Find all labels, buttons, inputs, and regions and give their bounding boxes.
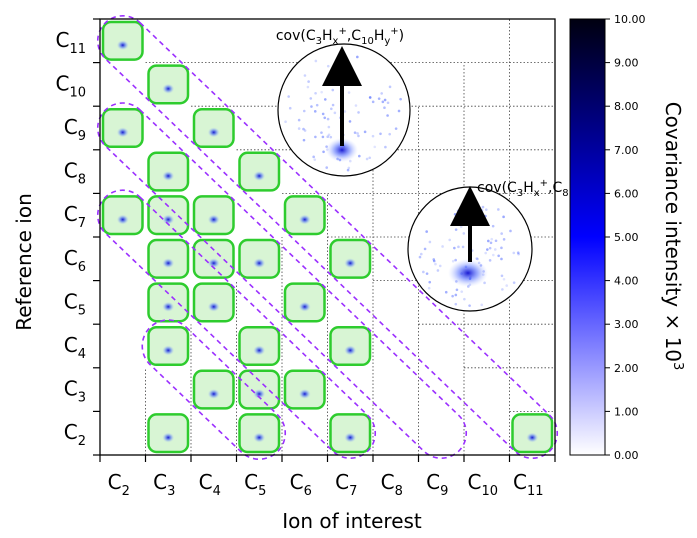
colorbar-ticks: 0.00 1.00 2.00 3.00 4.00 5.00 6.00 7.00 8.00 9.00… [605, 13, 646, 462]
highlight-cell [238, 369, 281, 410]
highlight-cell [147, 151, 190, 192]
highlight-cell [283, 195, 326, 236]
highlight-cell [238, 151, 281, 192]
highlight-cell [192, 282, 235, 323]
diagonal-group-sum11 [96, 102, 468, 460]
x-tick-label: C2 [108, 470, 130, 499]
colorbar-tick-label: 3.00 [614, 318, 639, 331]
highlight-cell [238, 238, 281, 279]
diagonal-group-sum13 [96, 15, 559, 459]
highlight-cell [192, 195, 235, 236]
highlight-cell [329, 238, 372, 279]
highlight-cell [101, 20, 144, 61]
highlight-cell [511, 413, 554, 454]
highlight-cell [329, 413, 372, 454]
y-tick-label: C11 [55, 28, 86, 57]
x-tick-labels: C2 C3 C4 C5 C6 C7 C8 C9 C10 C11 [108, 470, 544, 499]
highlight-cell [238, 325, 281, 367]
highlight-cell [192, 107, 235, 149]
y-tick-label: C9 [64, 115, 86, 144]
highlight-cell [283, 282, 326, 323]
highlight-cell [101, 107, 144, 149]
axis-ticks [93, 18, 556, 462]
inset-c3-c8: cov(C3Hx+,C8Hy+) [407, 178, 599, 312]
x-tick-label: C8 [381, 470, 403, 499]
highlight-cell [147, 195, 190, 236]
highlight-cell [192, 238, 235, 279]
highlight-cell [283, 369, 326, 410]
colorbar-tick-label: 10.00 [614, 13, 646, 26]
colorbar-tick-label: 0.00 [614, 449, 639, 462]
inset-label: cov(C3Hx+,C10Hy+) [276, 26, 404, 47]
highlight-cell [147, 413, 190, 454]
colorbar [569, 18, 606, 456]
colorbar-tick-label: 8.00 [614, 100, 639, 113]
highlight-cell [147, 64, 190, 105]
highlight-cell [147, 282, 190, 323]
highlight-cell [147, 325, 190, 367]
diagonal-groupings [96, 15, 559, 461]
highlight-cell [238, 413, 281, 454]
x-axis-title: Ion of interest [282, 509, 422, 533]
diagonal-group-sum9 [96, 189, 377, 460]
inset-c3-c10: cov(C3Hx+,C10Hy+) [276, 26, 411, 177]
y-tick-labels: C2 C3 C4 C5 C6 C7 C8 C9 C10 C11 [55, 28, 86, 449]
colorbar-tick-label: 5.00 [614, 231, 639, 244]
x-tick-label: C10 [467, 470, 498, 499]
y-axis-title: Reference ion [12, 193, 36, 331]
colorbar-title: Covariance intensity × 103 [661, 102, 685, 371]
colorbar-tick-label: 9.00 [614, 57, 639, 70]
y-tick-label: C3 [64, 377, 86, 406]
y-tick-label: C2 [64, 420, 86, 449]
y-tick-label: C4 [64, 333, 86, 362]
y-tick-label: C10 [55, 71, 86, 100]
x-tick-label: C4 [199, 470, 221, 499]
y-tick-label: C8 [64, 159, 86, 188]
x-tick-label: C3 [153, 470, 175, 499]
y-tick-label: C5 [64, 289, 86, 318]
y-tick-label: C6 [64, 246, 86, 275]
highlight-cell [101, 195, 144, 236]
x-tick-label: C5 [244, 470, 266, 499]
highlight-cell [192, 369, 235, 410]
colorbar-tick-label: 4.00 [614, 275, 639, 288]
x-tick-label: C9 [426, 470, 448, 499]
colorbar-tick-label: 2.00 [614, 362, 639, 375]
x-tick-label: C11 [513, 470, 544, 499]
highlighted-cells [101, 20, 554, 454]
highlight-cell [147, 238, 190, 279]
x-tick-label: C6 [290, 470, 312, 499]
colorbar-tick-label: 7.00 [614, 144, 639, 157]
highlight-cell [329, 325, 372, 367]
colorbar-tick-label: 1.00 [614, 405, 639, 418]
diagonal-group-sum7 [141, 319, 287, 461]
y-tick-label: C7 [64, 202, 86, 231]
x-tick-label: C7 [335, 470, 357, 499]
colorbar-tick-label: 6.00 [614, 187, 639, 200]
